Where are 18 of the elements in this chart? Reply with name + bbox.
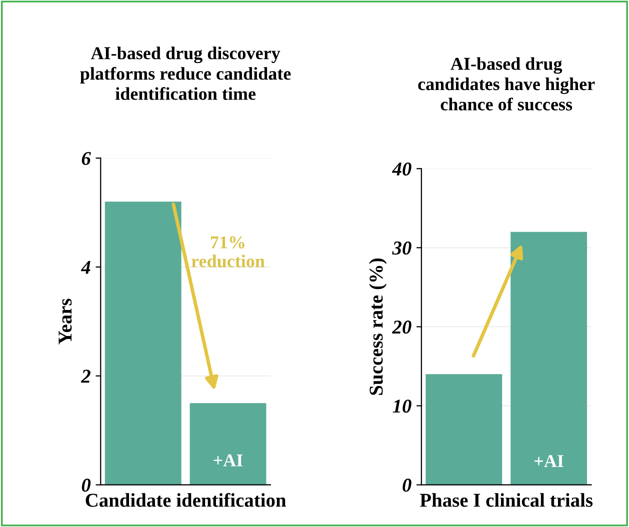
- y-tick-label: 0: [82, 478, 91, 492]
- x-tick-label: +AI: [534, 455, 564, 468]
- y-tick-label: 10: [392, 400, 412, 413]
- y-tick-label: 30: [392, 242, 412, 255]
- y-tick-label: 2: [80, 370, 90, 383]
- y-tick-label: 40: [392, 162, 412, 176]
- y-tick-label: 4: [80, 260, 90, 274]
- annotation: 71% reduction: [192, 236, 265, 268]
- y-axis-title: Success rate (%): [369, 258, 387, 395]
- y-tick-label: 6: [82, 152, 91, 166]
- x-axis-title: Candidate identification: [86, 492, 286, 507]
- y-tick-label: 0: [402, 478, 412, 492]
- x-tick-label: +AI: [214, 454, 243, 466]
- y-tick-label: 20: [392, 320, 412, 334]
- chart-title: AI-based drug candidates have higher chance of success: [418, 57, 595, 111]
- x-axis-title: Phase I clinical trials: [420, 493, 593, 507]
- chart-title: AI-based drug discovery platforms reduce candidate identification time: [80, 46, 291, 100]
- y-axis-title: Years: [58, 298, 72, 344]
